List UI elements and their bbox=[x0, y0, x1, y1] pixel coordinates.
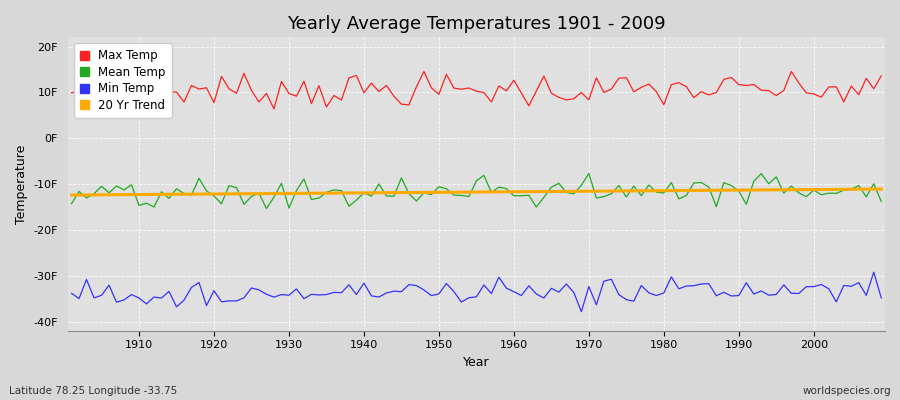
Y-axis label: Temperature: Temperature bbox=[15, 144, 28, 224]
Title: Yearly Average Temperatures 1901 - 2009: Yearly Average Temperatures 1901 - 2009 bbox=[287, 15, 666, 33]
Text: Latitude 78.25 Longitude -33.75: Latitude 78.25 Longitude -33.75 bbox=[9, 386, 177, 396]
Legend: Max Temp, Mean Temp, Min Temp, 20 Yr Trend: Max Temp, Mean Temp, Min Temp, 20 Yr Tre… bbox=[74, 43, 172, 118]
Text: worldspecies.org: worldspecies.org bbox=[803, 386, 891, 396]
X-axis label: Year: Year bbox=[464, 356, 490, 369]
